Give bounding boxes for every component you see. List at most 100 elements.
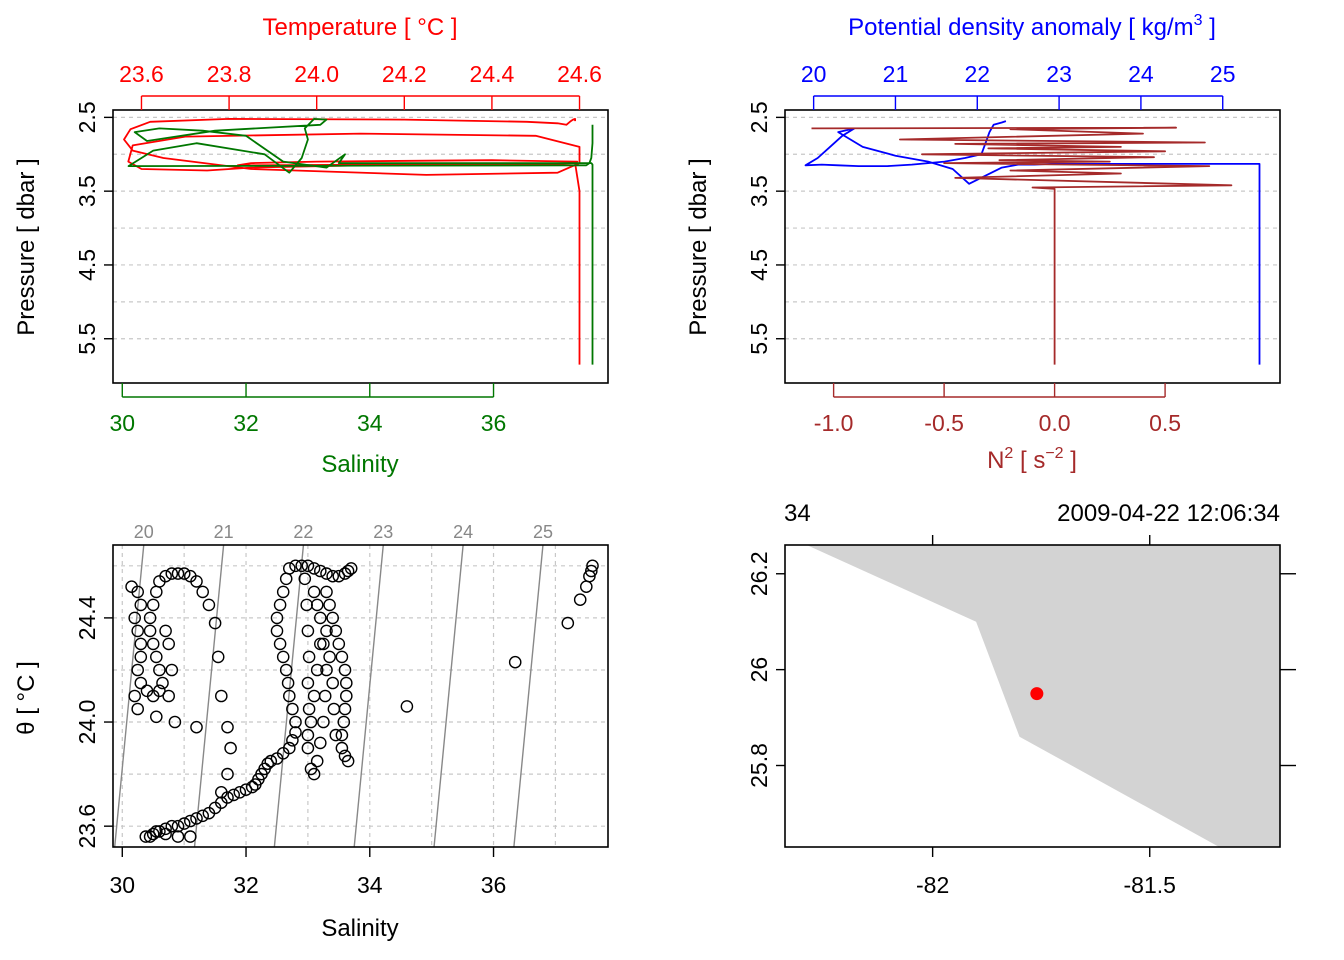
ts-point	[307, 585, 321, 599]
y-tick-label: 4.5	[746, 249, 772, 281]
theta-axis-title: θ [ °C ]	[13, 661, 40, 735]
ts-point	[190, 720, 203, 734]
ts-point	[341, 754, 355, 768]
ts-point	[304, 715, 318, 729]
ts-point	[146, 827, 160, 841]
ts-point	[202, 598, 216, 612]
ts-point	[300, 598, 314, 612]
station-number-label: 34	[784, 500, 811, 527]
ts-point	[165, 567, 179, 580]
ts-point	[261, 757, 275, 771]
ts-point	[400, 700, 414, 713]
density-isoline	[433, 544, 464, 848]
ts-point	[326, 676, 340, 690]
ts-point	[304, 762, 318, 776]
ts-point	[335, 728, 349, 742]
ts-point	[320, 663, 333, 677]
ts-point	[270, 624, 284, 638]
isoline-label: 25	[533, 522, 553, 542]
ts-point	[344, 562, 358, 575]
ts-point	[585, 564, 598, 578]
ts-point	[143, 611, 157, 625]
ts-point	[329, 624, 343, 638]
ts-point	[313, 564, 327, 578]
ts-point	[341, 564, 355, 578]
ts-point	[307, 562, 321, 575]
ts-point	[327, 702, 341, 716]
bottom-tick-label: 32	[233, 410, 259, 436]
ts-point	[335, 650, 349, 664]
ts-point	[153, 684, 166, 698]
ts-point	[143, 624, 157, 638]
temperature-salinity-profile-panel: Temperature [ °C ] Salinity Pressure [ d…	[13, 14, 609, 478]
n2-axis-title: N2 [ s−2 ]	[987, 445, 1077, 474]
ts-point	[162, 637, 175, 651]
ts-point	[131, 624, 144, 638]
series-line-salinity	[127, 118, 594, 365]
ts-point	[165, 663, 179, 677]
density-isoline	[273, 544, 305, 848]
ts-point	[196, 809, 209, 823]
ts-point	[273, 598, 287, 612]
top-tick-label: 25	[1210, 61, 1236, 87]
ts-point	[289, 726, 302, 739]
y-tick-label: 24.4	[74, 595, 100, 640]
bottom-tick-label: 0.0	[1039, 410, 1071, 436]
ts-point	[224, 741, 237, 755]
plot-frame	[112, 109, 609, 384]
ts-point	[323, 598, 336, 612]
ts-point	[301, 728, 315, 742]
ts-point	[573, 593, 587, 607]
ts-point	[310, 663, 324, 677]
ts-point	[245, 780, 259, 794]
ts-point	[165, 819, 179, 833]
ts-point	[149, 825, 163, 838]
ts-point	[320, 585, 333, 599]
ts-point	[329, 728, 343, 742]
ts-point	[214, 689, 228, 703]
ts-diagram-panel: Salinity θ [ °C ] 20 21 22 23 24 25 30 32 34 36 23…	[13, 522, 609, 942]
ts-point	[146, 637, 160, 651]
ts-point	[156, 676, 169, 690]
ts-point	[326, 569, 340, 583]
top-tick-label: 23.8	[207, 61, 252, 87]
ts-point	[323, 650, 336, 664]
ts-point	[131, 702, 144, 716]
plot-frame	[784, 109, 1281, 384]
density-isoline	[193, 544, 225, 848]
lon-tick-label: -81.5	[1124, 872, 1176, 898]
ts-point	[131, 663, 144, 677]
isoline-label: 21	[214, 522, 234, 542]
ts-point	[276, 650, 290, 664]
ts-point	[128, 689, 141, 703]
ts-point	[159, 624, 172, 638]
station-marker	[1030, 687, 1044, 701]
ts-point	[131, 585, 144, 599]
ts-point	[561, 616, 575, 630]
ts-point	[279, 572, 293, 586]
ts-point	[264, 754, 278, 768]
ts-point	[286, 702, 299, 716]
lat-tick-label: 26.2	[746, 551, 772, 596]
ts-point	[337, 715, 351, 729]
ts-point	[134, 637, 148, 651]
density-isoline	[513, 544, 544, 848]
salinity-axis-title: Salinity	[321, 451, 398, 478]
ts-point	[302, 650, 316, 664]
density-n2-profile-panel: Potential density anomaly [ kg/m3 ] N2 […	[685, 12, 1281, 474]
ts-point	[338, 702, 352, 716]
map-frame	[784, 544, 1281, 848]
pressure-axis-title: Pressure [ dbar ]	[13, 158, 40, 335]
ts-point	[586, 559, 599, 573]
ts-point	[301, 741, 315, 755]
ts-point	[273, 637, 287, 651]
ts-point	[301, 624, 315, 638]
y-tick-label: 23.6	[74, 804, 100, 849]
ts-point	[134, 676, 148, 690]
x-tick-label: 34	[357, 872, 383, 898]
ts-point	[214, 786, 228, 799]
ts-point	[307, 689, 321, 703]
ts-point	[149, 710, 163, 724]
pressure-axis-title-2: Pressure [ dbar ]	[685, 158, 712, 335]
ts-point	[335, 741, 349, 755]
